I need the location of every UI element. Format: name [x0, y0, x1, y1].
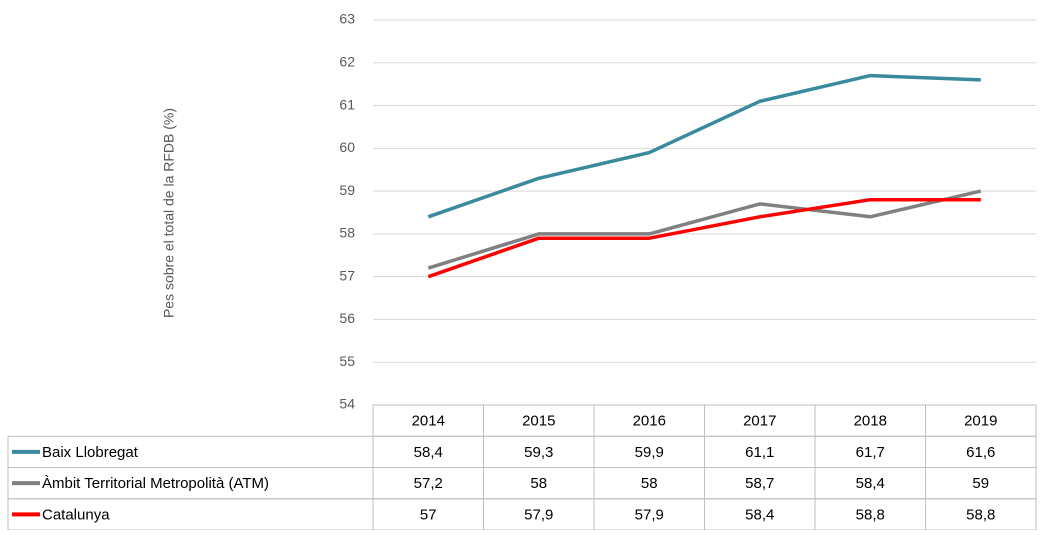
y-tick-label: 54	[339, 396, 355, 412]
y-tick-label: 59	[339, 182, 355, 198]
y-tick-label: 58	[339, 225, 355, 241]
data-label: 58,4	[414, 444, 443, 461]
data-label: 58,4	[745, 506, 774, 523]
y-tick-label: 57	[339, 267, 355, 283]
x-tick-label: 2015	[522, 413, 555, 430]
data-label: 61,1	[745, 444, 774, 461]
data-label: 59	[972, 475, 989, 492]
x-tick-label: 2016	[633, 413, 666, 430]
data-label: 61,7	[856, 444, 885, 461]
data-label: 57	[420, 506, 437, 523]
data-label: 59,9	[635, 444, 664, 461]
data-label: 58,7	[745, 475, 774, 492]
y-axis-label: Pes sobre el total de la RFDB (%)	[161, 108, 177, 318]
data-label: 58	[641, 475, 658, 492]
data-label: 58	[530, 475, 547, 492]
series-line	[427, 189, 982, 270]
data-label: 58,8	[966, 506, 995, 523]
series-line	[427, 197, 981, 279]
y-tick-label: 56	[339, 310, 355, 326]
data-label: 57,9	[635, 506, 664, 523]
data-label: 59,3	[524, 444, 553, 461]
y-tick-label: 61	[339, 96, 355, 112]
y-tick-label: 63	[339, 11, 355, 27]
legend-label: Catalunya	[42, 506, 110, 523]
data-label: 57,2	[414, 475, 443, 492]
data-label: 61,6	[966, 444, 995, 461]
y-tick-label: 55	[339, 353, 355, 369]
x-tick-label: 2017	[743, 413, 776, 430]
y-tick-label: 60	[339, 139, 355, 155]
legend-label: Baix Llobregat	[42, 444, 139, 461]
y-tick-label: 62	[339, 53, 355, 69]
legend-label: Àmbit Territorial Metropolità (ATM)	[42, 475, 269, 492]
data-label: 58,4	[856, 475, 885, 492]
x-tick-label: 2018	[854, 413, 887, 430]
x-tick-label: 2014	[412, 413, 445, 430]
data-label: 58,8	[856, 506, 885, 523]
series-line	[427, 73, 981, 219]
x-tick-label: 2019	[964, 413, 997, 430]
data-label: 57,9	[524, 506, 553, 523]
